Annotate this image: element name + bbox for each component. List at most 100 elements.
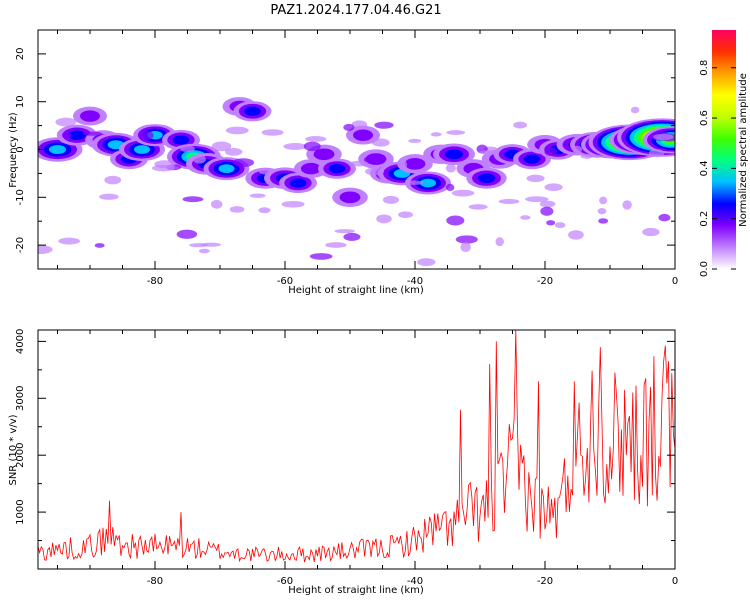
spectral-speckle	[200, 242, 222, 247]
colorbar-ticks: 0.0 0.2 0.4 0.6 0.8	[699, 60, 736, 277]
spectral-blob	[301, 162, 321, 175]
spectral-speckle	[283, 143, 307, 150]
spectral-speckle	[468, 204, 488, 210]
spectral-blob	[134, 145, 150, 154]
colorbar-tick-label: 0.0	[699, 261, 710, 277]
spec-ytick-label: -10	[15, 189, 26, 205]
spectral-speckle	[61, 131, 72, 139]
snr-ytick-label: 2000	[15, 442, 26, 467]
spectral-speckle	[382, 195, 400, 204]
spec-xtick-label: -80	[147, 276, 163, 287]
spectrogram-plot-area	[38, 97, 675, 267]
spectral-speckle	[176, 229, 198, 239]
spectral-blob	[289, 178, 307, 188]
spec-xtick-label: -60	[277, 276, 293, 287]
spectral-speckle	[371, 138, 390, 147]
spectrogram-axes: -80 -60 -40 -20 0 -20 -10 0 10 20	[15, 29, 678, 287]
spectral-speckle	[154, 160, 176, 169]
snr-xtick-label: -40	[407, 576, 423, 587]
spectral-speckle	[281, 200, 305, 208]
spec-xtick-label: 0	[672, 276, 678, 287]
spectral-speckle	[446, 130, 466, 135]
spectral-speckle	[225, 126, 249, 135]
spec-ytick-label: 0	[15, 146, 26, 152]
colorbar-tick-label: 0.4	[699, 160, 710, 176]
spectral-speckle	[417, 258, 436, 267]
snr-axes: -80 -60 -40 -20 0 1000 2000 3000 4000	[15, 329, 678, 587]
colorbar: 0.0 0.2 0.4 0.6 0.8 Normalized spectral ampl…	[699, 30, 749, 277]
spec-ytick-label: -20	[15, 237, 26, 253]
spectral-blob	[218, 164, 235, 173]
spectral-speckle	[658, 213, 671, 222]
spectral-speckle	[211, 141, 232, 152]
spectral-speckle	[258, 207, 271, 214]
colorbar-tick-label: 0.8	[699, 60, 710, 76]
spectral-blob	[49, 144, 66, 155]
spectral-speckle	[498, 198, 520, 205]
spectral-speckle	[365, 167, 385, 176]
spectral-speckle	[349, 160, 369, 167]
spectral-speckle	[513, 121, 528, 129]
spectral-speckle	[599, 196, 608, 205]
spectral-speckle	[258, 167, 275, 175]
spectral-blob	[445, 149, 463, 160]
spectral-speckle	[630, 106, 640, 114]
spectral-speckle	[397, 160, 408, 170]
spectral-blob	[80, 110, 100, 122]
spectral-speckle	[140, 130, 154, 141]
spectral-speckle	[544, 147, 557, 156]
spectral-speckle	[305, 136, 327, 142]
spectral-speckle	[546, 220, 556, 226]
snr-ytick-label: 3000	[15, 386, 26, 411]
snr-panel: -80 -60 -40 -20 0 1000 2000 3000 4000 Height of …	[8, 329, 678, 596]
spectral-speckle	[653, 133, 674, 141]
spectral-speckle	[363, 155, 381, 164]
spectral-blob	[420, 178, 436, 188]
spectral-speckle	[334, 229, 355, 234]
spectral-speckle	[408, 138, 422, 143]
spectral-speckle	[210, 199, 223, 209]
spectral-speckle	[198, 248, 210, 254]
spectral-speckle	[642, 227, 660, 237]
spectral-speckle	[580, 153, 593, 159]
spectral-speckle	[104, 175, 122, 185]
spectral-speckle	[309, 253, 333, 260]
snr-xtick-label: 0	[672, 576, 678, 587]
spectral-speckle	[525, 196, 549, 203]
spectral-speckle	[229, 206, 245, 213]
spectrogram-xlabel: Height of straight line (km)	[288, 285, 424, 296]
spectral-speckle	[446, 215, 465, 226]
spectral-speckle	[374, 121, 394, 129]
spectral-speckle	[544, 183, 563, 192]
spectral-speckle	[430, 132, 442, 137]
spectral-speckle	[404, 180, 424, 185]
spectral-speckle	[224, 148, 243, 156]
spec-xtick-label: -20	[537, 276, 553, 287]
spectral-blob	[172, 135, 190, 145]
spectral-speckle	[345, 193, 360, 202]
spec-xtick-label: -40	[407, 276, 423, 287]
spectral-blob	[68, 130, 86, 140]
colorbar-tick-label: 0.6	[699, 110, 710, 126]
spectral-speckle	[58, 237, 80, 245]
snr-frame	[37, 329, 676, 570]
snr-xlabel: Height of straight line (km)	[288, 585, 424, 596]
spectral-speckle	[99, 193, 119, 200]
spectral-speckle	[232, 158, 255, 168]
spectral-speckle	[479, 150, 495, 155]
spectral-speckle	[572, 145, 583, 154]
spectral-speckle	[526, 174, 545, 183]
spectral-speckle	[351, 120, 368, 129]
spectral-blob	[404, 158, 426, 170]
spectral-blob	[313, 148, 335, 161]
spectral-speckle	[648, 149, 665, 158]
spectral-speckle	[445, 163, 456, 173]
snr-plot-area	[38, 330, 675, 563]
figure-title: PAZ1.2024.177.04.46.G21	[270, 3, 441, 18]
spectral-speckle	[451, 189, 475, 197]
spectral-speckle	[193, 154, 206, 164]
spectral-speckle	[343, 232, 361, 241]
spectral-speckle	[180, 145, 195, 153]
spec-ytick-label: 10	[15, 95, 26, 108]
spectral-blob	[328, 163, 346, 174]
